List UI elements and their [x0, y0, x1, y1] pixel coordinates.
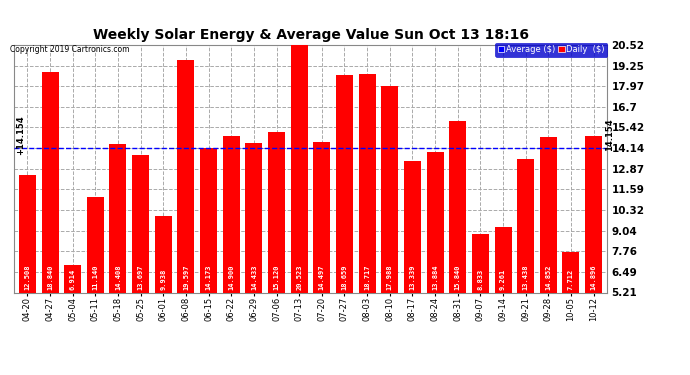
Text: 17.988: 17.988 — [387, 265, 393, 290]
Text: 14.852: 14.852 — [545, 265, 551, 290]
Bar — [268, 132, 285, 292]
Text: 6.914: 6.914 — [70, 269, 76, 290]
Bar — [359, 74, 375, 292]
Text: 7.712: 7.712 — [568, 269, 574, 290]
Text: 19.597: 19.597 — [183, 265, 189, 290]
Text: 14.433: 14.433 — [251, 265, 257, 290]
Bar — [495, 227, 511, 292]
Bar — [472, 234, 489, 292]
Bar — [449, 121, 466, 292]
Bar — [223, 136, 239, 292]
Bar — [382, 86, 398, 292]
Bar — [155, 216, 172, 292]
Text: +14.154: +14.154 — [16, 115, 25, 155]
Text: 18.717: 18.717 — [364, 265, 370, 290]
Text: 15.840: 15.840 — [455, 265, 461, 290]
Text: 14.408: 14.408 — [115, 265, 121, 290]
Bar — [200, 148, 217, 292]
Bar — [562, 252, 580, 292]
Text: 11.140: 11.140 — [92, 265, 99, 290]
Legend: Average ($), Daily  ($): Average ($), Daily ($) — [495, 42, 607, 57]
Text: 14.497: 14.497 — [319, 265, 325, 290]
Bar — [41, 72, 59, 292]
Bar — [313, 142, 331, 292]
Bar — [64, 265, 81, 292]
Bar — [246, 143, 262, 292]
Bar — [19, 174, 36, 292]
Text: 13.884: 13.884 — [432, 265, 438, 290]
Text: 14.896: 14.896 — [591, 265, 597, 290]
Bar — [336, 75, 353, 292]
Text: 13.697: 13.697 — [137, 265, 144, 290]
Bar — [426, 152, 444, 292]
Text: 13.438: 13.438 — [522, 265, 529, 290]
Text: 8.833: 8.833 — [477, 269, 484, 290]
Bar — [585, 136, 602, 292]
Text: 13.339: 13.339 — [409, 265, 415, 290]
Bar — [404, 161, 421, 292]
Text: 18.840: 18.840 — [47, 265, 53, 290]
Bar — [132, 155, 149, 292]
Text: 15.120: 15.120 — [273, 265, 279, 290]
Text: 9.261: 9.261 — [500, 269, 506, 290]
Text: 12.508: 12.508 — [24, 265, 30, 290]
Text: Copyright 2019 Cartronics.com: Copyright 2019 Cartronics.com — [10, 45, 130, 54]
Bar — [87, 196, 104, 292]
Title: Weekly Solar Energy & Average Value Sun Oct 13 18:16: Weekly Solar Energy & Average Value Sun … — [92, 28, 529, 42]
Text: 9.938: 9.938 — [160, 269, 166, 290]
Bar — [177, 60, 195, 292]
Text: 20.523: 20.523 — [296, 265, 302, 290]
Text: 18.659: 18.659 — [342, 265, 348, 290]
Text: 14.900: 14.900 — [228, 265, 234, 290]
Text: 14.173: 14.173 — [206, 265, 212, 290]
Bar — [518, 159, 534, 292]
Bar — [290, 45, 308, 292]
Text: 14.154: 14.154 — [605, 118, 614, 151]
Bar — [540, 136, 557, 292]
Bar — [110, 144, 126, 292]
